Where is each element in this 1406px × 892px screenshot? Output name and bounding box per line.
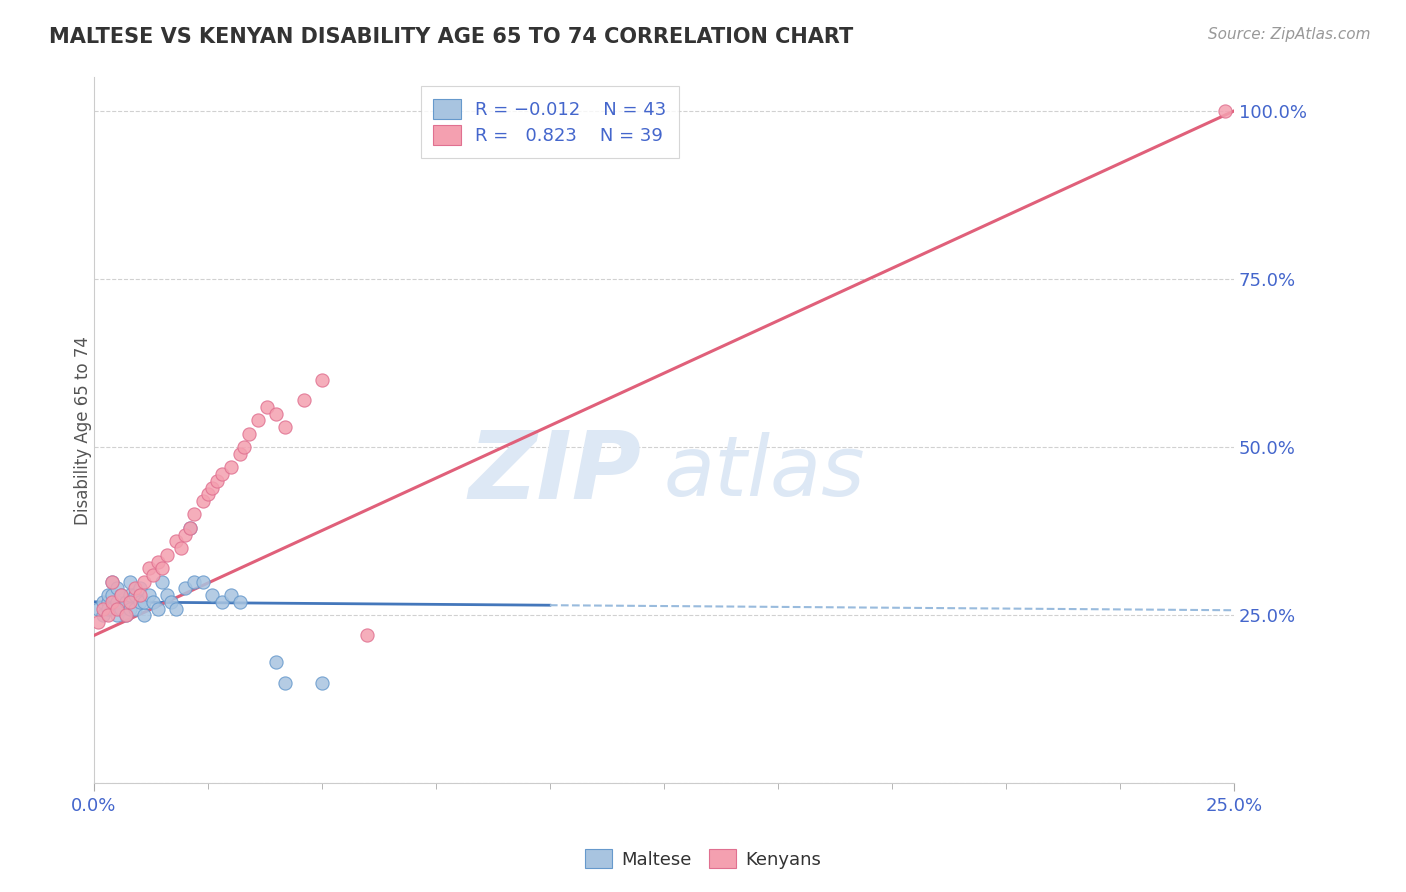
Point <box>97 601 120 615</box>
Point <box>87 615 110 629</box>
Point <box>97 608 120 623</box>
Point <box>193 494 215 508</box>
Point <box>356 628 378 642</box>
Point <box>205 474 228 488</box>
Point <box>101 601 124 615</box>
Text: MALTESE VS KENYAN DISABILITY AGE 65 TO 74 CORRELATION CHART: MALTESE VS KENYAN DISABILITY AGE 65 TO 7… <box>49 27 853 46</box>
Point <box>150 574 173 589</box>
Point <box>146 601 169 615</box>
Legend: R = −0.012    N = 43, R =   0.823    N = 39: R = −0.012 N = 43, R = 0.823 N = 39 <box>420 87 679 158</box>
Point <box>101 595 124 609</box>
Point <box>91 601 114 615</box>
Point <box>266 407 288 421</box>
Text: ZIP: ZIP <box>468 426 641 519</box>
Point <box>91 608 114 623</box>
Point <box>110 588 132 602</box>
Point <box>229 595 252 609</box>
Point <box>105 608 128 623</box>
Point <box>97 595 120 609</box>
Point <box>219 460 242 475</box>
Y-axis label: Disability Age 65 to 74: Disability Age 65 to 74 <box>75 336 91 524</box>
Point <box>1213 104 1236 119</box>
Point <box>160 595 183 609</box>
Point <box>142 568 165 582</box>
Point <box>238 426 260 441</box>
Text: atlas: atlas <box>664 433 866 513</box>
Legend: Maltese, Kenyans: Maltese, Kenyans <box>578 842 828 876</box>
Point <box>165 534 187 549</box>
Text: Source: ZipAtlas.com: Source: ZipAtlas.com <box>1208 27 1371 42</box>
Point <box>124 601 146 615</box>
Point <box>211 467 233 482</box>
Point <box>179 521 201 535</box>
Point <box>179 521 201 535</box>
Point <box>120 588 142 602</box>
Point <box>87 601 110 615</box>
Point <box>124 582 146 596</box>
Point <box>115 608 138 623</box>
Point <box>101 574 124 589</box>
Point <box>105 601 128 615</box>
Point <box>169 541 191 555</box>
Point <box>274 420 297 434</box>
Point <box>229 447 252 461</box>
Point <box>91 595 114 609</box>
Point <box>101 588 124 602</box>
Point <box>274 675 297 690</box>
Point <box>256 400 278 414</box>
Point <box>211 595 233 609</box>
Point <box>115 608 138 623</box>
Point <box>138 588 160 602</box>
Point <box>142 595 165 609</box>
Point <box>105 582 128 596</box>
Point <box>311 373 333 387</box>
Point <box>201 588 224 602</box>
Point <box>110 601 132 615</box>
Point <box>193 574 215 589</box>
Point <box>156 588 179 602</box>
Point <box>311 675 333 690</box>
Point <box>128 588 150 602</box>
Point <box>110 588 132 602</box>
Point <box>97 588 120 602</box>
Point <box>197 487 219 501</box>
Point <box>183 574 205 589</box>
Point <box>132 595 155 609</box>
Point <box>219 588 242 602</box>
Point <box>247 413 270 427</box>
Point <box>115 595 138 609</box>
Point <box>132 608 155 623</box>
Point <box>150 561 173 575</box>
Point <box>174 527 197 541</box>
Point <box>266 656 288 670</box>
Point <box>174 582 197 596</box>
Point <box>183 508 205 522</box>
Point <box>128 582 150 596</box>
Point <box>165 601 187 615</box>
Point <box>201 481 224 495</box>
Point <box>128 595 150 609</box>
Point <box>146 554 169 568</box>
Point <box>120 595 142 609</box>
Point <box>138 561 160 575</box>
Point <box>124 588 146 602</box>
Point <box>156 548 179 562</box>
Point <box>233 440 256 454</box>
Point <box>120 601 142 615</box>
Point <box>292 393 315 408</box>
Point <box>105 595 128 609</box>
Point <box>132 574 155 589</box>
Point <box>101 574 124 589</box>
Point <box>120 574 142 589</box>
